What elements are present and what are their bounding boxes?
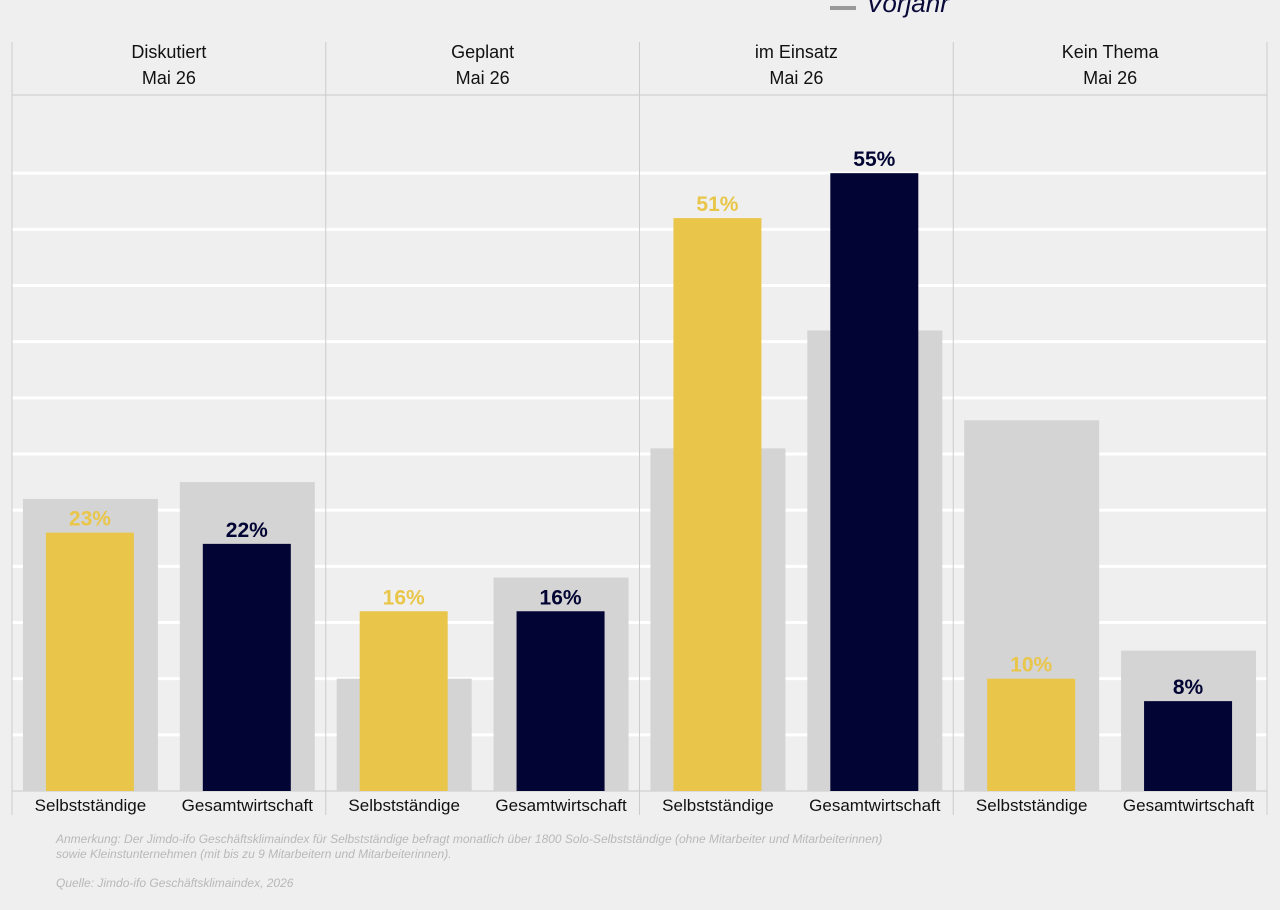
- category-label: Gesamtwirtschaft: [495, 796, 627, 815]
- note-line-2: sowie Kleinstunternehmen (mit bis zu 9 M…: [56, 847, 452, 861]
- bar-diskutiert-selbststaendige: [45, 532, 134, 791]
- category-label: Gesamtwirtschaft: [182, 796, 314, 815]
- value-label: 51%: [696, 193, 738, 216]
- value-label: 22%: [226, 519, 268, 542]
- bar-kein-thema-gesamtwirtschaft: [1144, 701, 1233, 791]
- bar-diskutiert-gesamtwirtschaft: [202, 543, 291, 791]
- panel-title-im-einsatz: im Einsatz: [755, 42, 838, 62]
- panel-subtitle-im-einsatz: Mai 26: [769, 68, 823, 88]
- category-label: Selbstständige: [662, 796, 774, 815]
- category-label: Selbstständige: [35, 796, 147, 815]
- panel-title-diskutiert: Diskutiert: [131, 42, 206, 62]
- value-label: 23%: [69, 508, 111, 531]
- chart-notes: Anmerkung: Der Jimdo-ifo Geschäftsklimai…: [56, 832, 882, 862]
- legend-swatch-vorjahr: [830, 5, 856, 10]
- category-label: Selbstständige: [348, 796, 460, 815]
- legend: Vorjahr: [830, 0, 949, 19]
- category-label: Selbstständige: [976, 796, 1088, 815]
- legend-label-vorjahr: Vorjahr: [866, 0, 949, 18]
- panel-title-kein-thema: Kein Thema: [1062, 42, 1160, 62]
- bar-geplant-selbststaendige: [359, 611, 448, 791]
- panel-title-geplant: Geplant: [451, 42, 514, 62]
- bar-geplant-gesamtwirtschaft: [516, 611, 605, 791]
- panel-subtitle-diskutiert: Mai 26: [142, 68, 196, 88]
- value-label: 10%: [1010, 654, 1052, 677]
- bar-kein-thema-selbststaendige: [987, 678, 1076, 791]
- category-label: Gesamtwirtschaft: [1123, 796, 1255, 815]
- panel-subtitle-geplant: Mai 26: [456, 68, 510, 88]
- category-label: Gesamtwirtschaft: [809, 796, 941, 815]
- value-label: 16%: [540, 586, 582, 609]
- value-label: 55%: [853, 148, 895, 171]
- bar-im-einsatz-gesamtwirtschaft: [830, 173, 919, 791]
- value-label: 8%: [1173, 676, 1204, 699]
- note-line-1: Anmerkung: Der Jimdo-ifo Geschäftsklimai…: [56, 832, 883, 846]
- value-label: 16%: [383, 586, 425, 609]
- chart-source: Quelle: Jimdo-ifo Geschäftsklimaindex, 2…: [56, 876, 294, 890]
- panel-subtitle-kein-thema: Mai 26: [1083, 68, 1137, 88]
- bar-im-einsatz-selbststaendige: [673, 218, 762, 792]
